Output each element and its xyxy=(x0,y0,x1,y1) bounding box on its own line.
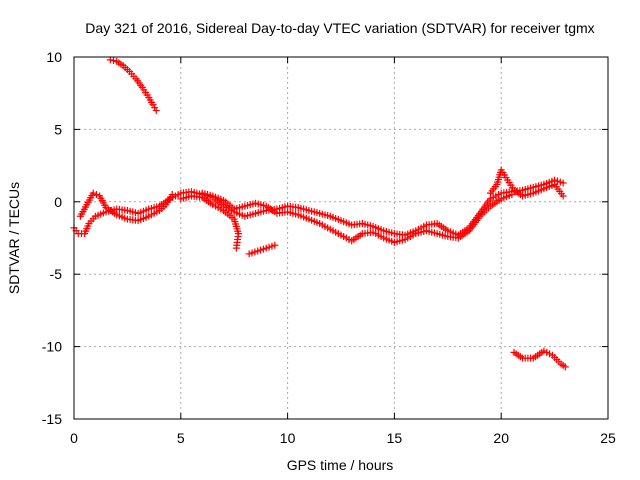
series-arc-early-b xyxy=(76,189,176,225)
x-tick-label: 25 xyxy=(600,430,616,446)
y-tick-label: 10 xyxy=(46,49,62,65)
data-point xyxy=(561,363,569,371)
y-tick-label: -15 xyxy=(42,411,62,427)
axis-ticks: 0 5 10 15 20 25 -15 -10 -5 0 5 10 xyxy=(42,49,616,446)
data-point xyxy=(559,192,567,200)
series-arc-mid-a xyxy=(177,192,242,252)
y-tick-label: -10 xyxy=(42,339,62,355)
x-tick-label: 0 xyxy=(70,430,78,446)
x-axis-label: GPS time / hours xyxy=(287,457,394,473)
series-arc-high xyxy=(106,56,160,115)
data-point xyxy=(508,191,516,199)
y-tick-label: -5 xyxy=(50,266,63,282)
plot-frame xyxy=(73,56,609,420)
series-arc-dip xyxy=(245,241,279,258)
x-tick-label: 10 xyxy=(280,430,296,446)
data-point xyxy=(271,241,279,249)
series-arc-mid-b xyxy=(198,189,516,246)
series-arc-late-a xyxy=(487,166,567,200)
y-tick-label: 0 xyxy=(54,194,62,210)
data-point-interp xyxy=(92,191,100,199)
grid-lines xyxy=(74,57,608,419)
data-points xyxy=(70,56,569,371)
data-point-interp xyxy=(110,57,118,65)
y-tick-label: 5 xyxy=(54,121,62,137)
x-tick-label: 15 xyxy=(387,430,403,446)
series-arc-low xyxy=(510,347,569,371)
data-point xyxy=(152,107,160,115)
data-point xyxy=(168,191,176,199)
data-point xyxy=(232,244,240,252)
x-tick-label: 5 xyxy=(177,430,185,446)
data-point xyxy=(89,189,97,197)
y-axis-label: SDTVAR / TECUs xyxy=(6,182,22,294)
data-point xyxy=(559,179,567,187)
chart-title: Day 321 of 2016, Sidereal Day-to-day VTE… xyxy=(85,20,594,36)
data-point xyxy=(106,56,114,64)
x-tick-label: 20 xyxy=(493,430,509,446)
